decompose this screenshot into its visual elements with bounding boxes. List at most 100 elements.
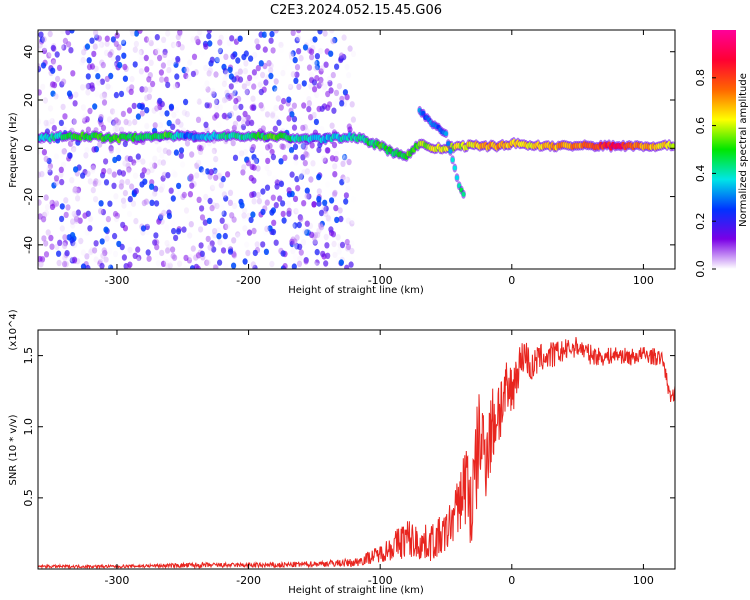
- noise-cell: [61, 148, 67, 155]
- noise-cell: [163, 155, 169, 162]
- noise-cell: [332, 251, 338, 259]
- noise-cell: [113, 193, 119, 200]
- noise-cell: [260, 71, 266, 79]
- noise-cell: [260, 208, 266, 216]
- noise-cell: [270, 47, 276, 54]
- noise-cell: [270, 110, 276, 118]
- noise-cell: [160, 62, 166, 69]
- noise-cell: [228, 83, 234, 90]
- noise-cell: [304, 128, 310, 135]
- noise-cell: [214, 121, 221, 129]
- noise-cell: [241, 119, 247, 126]
- noise-cell: [50, 58, 57, 65]
- noise-cell: [212, 264, 219, 269]
- noise-cell: [178, 147, 185, 154]
- noise-cell: [151, 107, 157, 114]
- noise-cell: [321, 86, 327, 93]
- noise-cell: [70, 239, 76, 247]
- noise-cell: [134, 264, 140, 269]
- noise-cell: [264, 164, 270, 172]
- noise-cell: [149, 199, 155, 206]
- x-tick-label: -300: [104, 574, 129, 587]
- noise-cell: [38, 66, 42, 73]
- noise-cell: [216, 233, 222, 240]
- noise-cell: [136, 48, 142, 55]
- noise-cell: [43, 155, 49, 163]
- noise-cell: [350, 196, 357, 203]
- noise-cell: [45, 229, 51, 236]
- noise-cell: [89, 208, 95, 216]
- noise-cell: [72, 185, 78, 192]
- noise-cell: [100, 252, 106, 259]
- noise-cell: [65, 30, 71, 36]
- noise-cell: [222, 68, 228, 75]
- noise-cell: [226, 94, 232, 101]
- noise-cell: [119, 243, 125, 251]
- noise-cell: [203, 64, 209, 72]
- noise-cell: [73, 217, 79, 224]
- noise-cell: [191, 53, 198, 60]
- noise-cell: [344, 264, 350, 269]
- noise-cell: [259, 150, 266, 157]
- noise-cell: [94, 90, 100, 98]
- noise-cell: [311, 111, 317, 119]
- noise-cell: [200, 85, 206, 93]
- noise-cell: [200, 96, 206, 103]
- noise-cell: [317, 30, 323, 35]
- noise-cell: [314, 63, 320, 71]
- noise-cell: [38, 31, 44, 38]
- noise-cell: [184, 140, 191, 147]
- noise-cell: [198, 226, 204, 233]
- colorbar: 0.0 0.2 0.4 0.6 0.8 Normalized spectral ampl…: [694, 30, 749, 278]
- noise-cell: [285, 200, 291, 208]
- noise-cell: [206, 217, 212, 225]
- noise-cell: [160, 195, 166, 202]
- noise-cell: [309, 53, 315, 61]
- noise-cell: [310, 160, 316, 167]
- noise-cell: [111, 171, 117, 178]
- noise-cell: [236, 115, 242, 122]
- noise-cell: [187, 253, 193, 261]
- y-tick-label: 0: [22, 145, 35, 152]
- noise-cell: [133, 187, 139, 195]
- noise-cell: [251, 83, 257, 90]
- noise-cell: [67, 140, 74, 147]
- noise-cell: [241, 164, 247, 171]
- noise-cell: [269, 30, 275, 38]
- noise-cell: [175, 40, 182, 48]
- noise-cell: [290, 71, 296, 78]
- noise-cell: [222, 75, 228, 83]
- noise-cell: [41, 47, 48, 55]
- noise-cell: [62, 37, 68, 45]
- noise-cell: [224, 89, 230, 97]
- noise-cell: [293, 77, 299, 85]
- noise-cell: [304, 168, 310, 175]
- noise-cell: [318, 209, 325, 217]
- noise-cell: [43, 209, 50, 217]
- noise-cell: [199, 50, 205, 57]
- noise-cell: [242, 81, 248, 88]
- noise-cell: [141, 199, 147, 207]
- noise-cell: [129, 183, 135, 190]
- noise-cell: [93, 240, 99, 247]
- snr-y-multiplier: (x10^4): [8, 309, 19, 350]
- noise-cell: [209, 56, 215, 63]
- y-tick-label: 40: [22, 45, 35, 59]
- noise-cell: [297, 255, 303, 262]
- noise-cell: [258, 88, 264, 96]
- noise-cell: [220, 175, 226, 183]
- noise-cell: [164, 240, 170, 247]
- noise-cell: [98, 200, 104, 207]
- noise-cell: [104, 75, 110, 83]
- noise-cell: [304, 192, 310, 200]
- noise-cell: [316, 82, 322, 89]
- noise-cell: [61, 44, 67, 51]
- noise-cell: [220, 247, 227, 254]
- noise-cell: [83, 152, 89, 159]
- noise-cell: [206, 70, 212, 77]
- noise-cell: [39, 256, 46, 263]
- noise-cell: [65, 204, 71, 211]
- noise-cell: [322, 83, 328, 91]
- noise-cell: [173, 149, 179, 156]
